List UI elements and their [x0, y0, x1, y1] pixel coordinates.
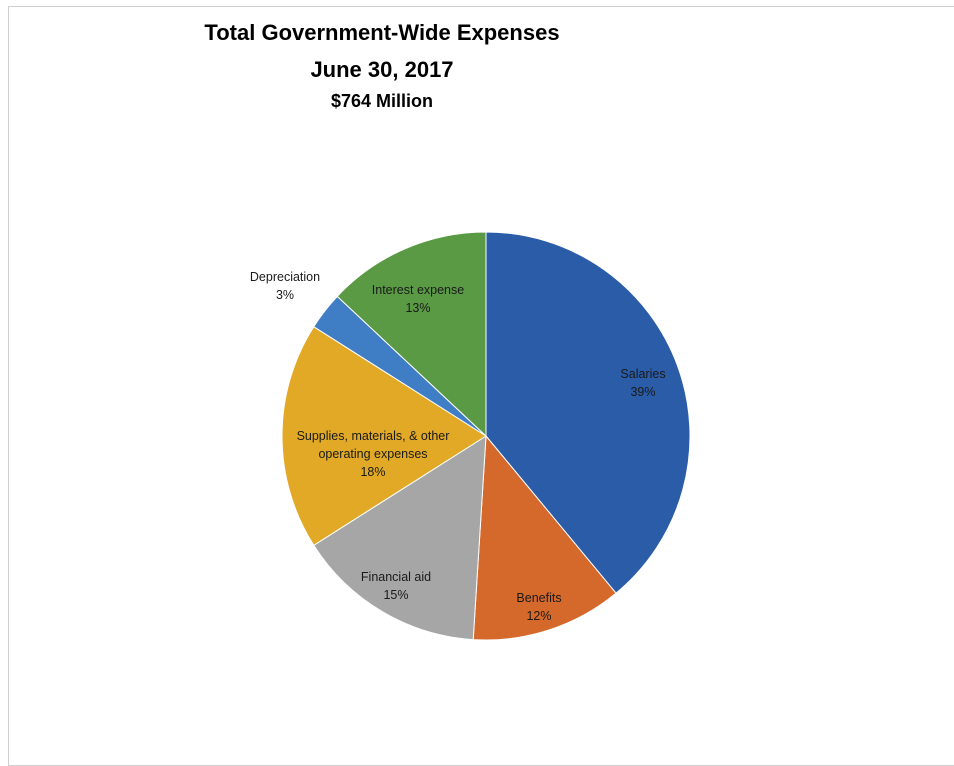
- data-label-interest-expense: Interest expense 13%: [372, 283, 464, 315]
- data-label-benefits: Benefits 12%: [516, 591, 561, 623]
- chart-subtitle: June 30, 2017: [310, 57, 454, 82]
- pie-slice-supplies-materials-other-operating-expenses: [281, 326, 487, 546]
- data-label-salaries: Salaries 39%: [620, 367, 665, 399]
- pie-slice-financial-aid: [313, 435, 487, 641]
- data-label-supplies-materials-other-operating-expenses: Supplies, materials, & other operating ex…: [297, 429, 450, 479]
- chart-title: Total Government-Wide Expenses: [204, 20, 560, 45]
- pie-slice-interest-expense: [336, 231, 487, 438]
- data-label-depreciation: Depreciation 3%: [250, 270, 320, 302]
- pie-slice-salaries: [485, 231, 691, 594]
- pie-slice-benefits: [472, 434, 617, 641]
- chart-total: $764 Million: [330, 91, 434, 111]
- data-label-financial-aid: Financial aid 15%: [361, 570, 431, 602]
